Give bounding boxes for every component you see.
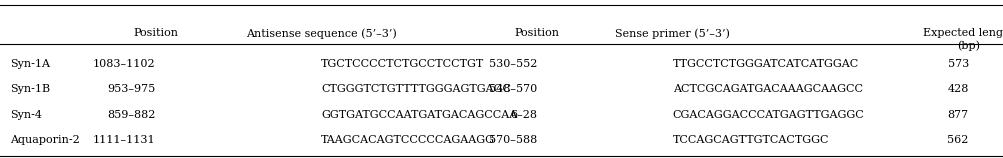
Text: 877: 877 (947, 109, 968, 120)
Text: Aquaporin-2: Aquaporin-2 (10, 135, 79, 145)
Text: TTGCCTCTGGGATCATCATGGAC: TTGCCTCTGGGATCATCATGGAC (672, 59, 859, 69)
Text: Syn-1A: Syn-1A (10, 59, 50, 69)
Text: 548–570: 548–570 (488, 84, 537, 94)
Text: Position: Position (515, 28, 559, 38)
Text: ACTCGCAGATGACAAAGCAAGCC: ACTCGCAGATGACAAAGCAAGCC (672, 84, 862, 94)
Text: 562: 562 (947, 135, 968, 145)
Text: 953–975: 953–975 (107, 84, 155, 94)
Text: GGTGATGCCAATGATGACAGCCAA: GGTGATGCCAATGATGACAGCCAA (321, 109, 517, 120)
Text: 6–28: 6–28 (510, 109, 537, 120)
Text: 428: 428 (947, 84, 968, 94)
Text: Expected length
(bp): Expected length (bp) (922, 28, 1003, 51)
Text: Antisense sequence (5’–3’): Antisense sequence (5’–3’) (246, 28, 396, 39)
Text: 570–588: 570–588 (488, 135, 537, 145)
Text: 859–882: 859–882 (107, 109, 155, 120)
Text: 530–552: 530–552 (488, 59, 537, 69)
Text: 573: 573 (947, 59, 968, 69)
Text: Syn-1B: Syn-1B (10, 84, 50, 94)
Text: TCCAGCAGTTGTCACTGGC: TCCAGCAGTTGTCACTGGC (672, 135, 828, 145)
Text: 1083–1102: 1083–1102 (93, 59, 155, 69)
Text: Sense primer (5’–3’): Sense primer (5’–3’) (615, 28, 729, 39)
Text: CGACAGGACCCATGAGTTGAGGC: CGACAGGACCCATGAGTTGAGGC (672, 109, 864, 120)
Text: 1111–1131: 1111–1131 (93, 135, 155, 145)
Text: CTGGGTCTGTTTTGGGAGTGAGC: CTGGGTCTGTTTTGGGAGTGAGC (321, 84, 511, 94)
Text: TGCTCCCCTCTGCCTCCTGT: TGCTCCCCTCTGCCTCCTGT (321, 59, 484, 69)
Text: TAAGCACAGTCCCCCAGAAGG: TAAGCACAGTCCCCCAGAAGG (321, 135, 494, 145)
Text: Syn-4: Syn-4 (10, 109, 42, 120)
Text: Position: Position (133, 28, 178, 38)
